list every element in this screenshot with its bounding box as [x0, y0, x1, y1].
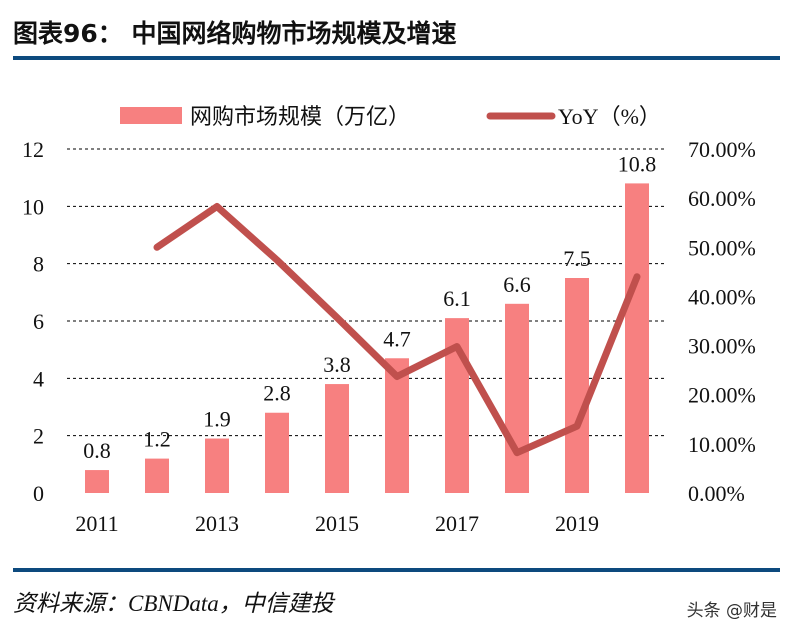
bar-2011	[85, 470, 109, 493]
bar-data-label: 6.6	[503, 272, 531, 297]
bar-data-label: 3.8	[323, 352, 351, 377]
watermark: 头条 @财是	[686, 601, 777, 621]
x-axis-tick: 2011	[75, 511, 118, 536]
right-axis-tick: 20.00%	[688, 383, 756, 408]
bar-2018	[505, 303, 529, 493]
bar-2013	[205, 438, 229, 493]
legend-bar-label: 网购市场规模（万亿）	[190, 104, 410, 129]
bar-2020	[625, 183, 649, 493]
bar-data-label: 10.8	[618, 151, 657, 176]
right-axis-tick: 40.00%	[688, 284, 756, 309]
bar-data-label: 0.8	[83, 438, 111, 463]
legend-bar-swatch	[120, 107, 182, 124]
legend-line-label: YoY（%）	[558, 104, 661, 129]
bar-2019	[565, 278, 589, 493]
left-axis-tick: 12	[22, 137, 44, 162]
x-axis-tick: 2017	[435, 511, 479, 536]
left-axis-tick: 8	[33, 252, 44, 277]
bar-2012	[145, 458, 169, 493]
bar-data-label: 2.8	[263, 381, 291, 406]
title-rule	[13, 56, 780, 60]
x-axis-tick: 2019	[555, 511, 599, 536]
right-axis-tick: 70.00%	[688, 137, 756, 162]
bar-2015	[325, 384, 349, 493]
left-axis-tick: 4	[33, 366, 44, 391]
left-axis-tick: 0	[33, 481, 44, 506]
x-axis-tick: 2013	[195, 511, 239, 536]
bar-2016	[385, 358, 409, 493]
chart-title: 图表96： 中国网络购物市场规模及增速	[13, 19, 457, 48]
source-note: 资料来源：CBNData，中信建投	[13, 591, 334, 616]
left-axis-tick: 10	[22, 194, 44, 219]
footer-rule	[13, 568, 780, 572]
right-axis-tick: 50.00%	[688, 235, 756, 260]
x-axis-tick: 2015	[315, 511, 359, 536]
yoy-line	[153, 202, 641, 457]
bar-data-label: 7.5	[563, 246, 591, 271]
right-axis-tick: 60.00%	[688, 186, 756, 211]
right-axis-tick: 30.00%	[688, 334, 756, 359]
right-axis-tick: 0.00%	[688, 481, 745, 506]
left-axis-tick: 6	[33, 309, 44, 334]
bar-data-label: 4.7	[383, 326, 411, 351]
bar-2014	[265, 412, 289, 493]
left-axis-tick: 2	[33, 424, 44, 449]
right-axis-tick: 10.00%	[688, 432, 756, 457]
bar-data-label: 6.1	[443, 286, 471, 311]
bar-data-label: 1.2	[143, 427, 171, 452]
bar-data-label: 1.9	[203, 407, 231, 432]
